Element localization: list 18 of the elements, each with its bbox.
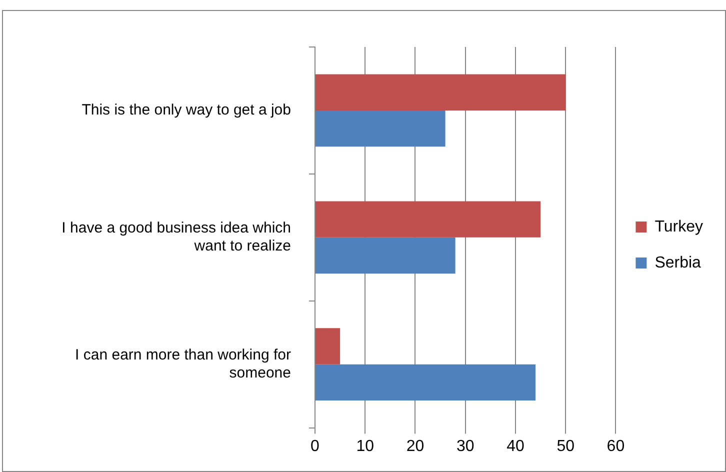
x-tick-label: 20 [406,438,424,455]
legend-label: Serbia [654,254,702,272]
y-tick-label: I can earn more than working for someone [75,346,291,382]
x-tick-label: 50 [556,438,575,455]
x-tick-label: 10 [356,438,374,455]
bar [316,74,566,110]
x-tick-label: 60 [606,438,625,455]
x-tick-label: 0 [310,438,320,455]
bar [316,364,536,401]
y-tick-label: I have a good business idea which want to realize [62,220,291,255]
bar [316,110,446,147]
x-tick-label: 40 [506,438,524,455]
bar [316,328,340,364]
y-tick-label: This is the only way to get a job [82,102,291,119]
x-tick-label: 30 [456,438,474,455]
bar [316,201,541,238]
legend-label: Turkey [654,218,704,236]
bar [316,237,456,274]
